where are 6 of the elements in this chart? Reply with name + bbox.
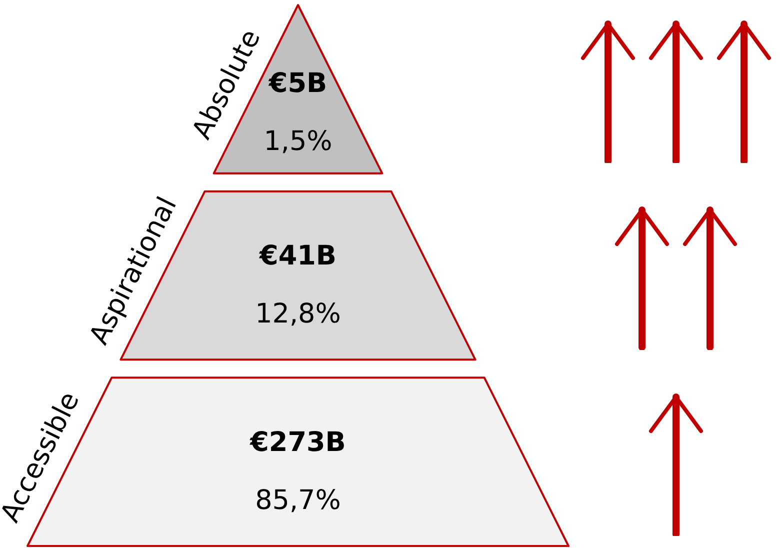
data-label: 85,7% <box>255 484 341 516</box>
data-label: 1,5% <box>264 126 332 158</box>
data-label: €41B <box>258 240 336 272</box>
data-label: €273B <box>249 426 346 458</box>
data-label: 12,8% <box>255 298 341 330</box>
data-label: €5B <box>268 68 328 100</box>
